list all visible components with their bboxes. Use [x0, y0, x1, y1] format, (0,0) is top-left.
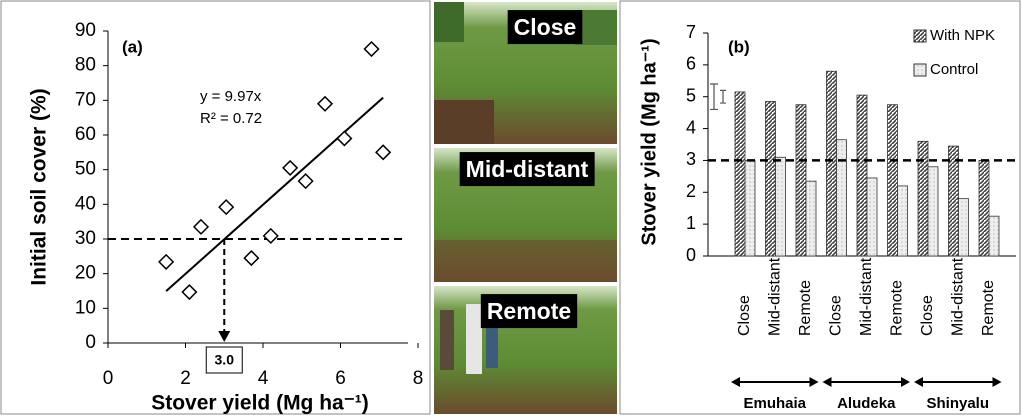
photo-label-box [459, 152, 595, 187]
legend-swatch [913, 63, 927, 77]
bar [866, 177, 878, 257]
point [158, 253, 175, 270]
arrow-head [731, 377, 819, 387]
x-tick-label: Mid-distant [950, 257, 967, 336]
y-tick-label: 50 [75, 159, 96, 180]
y-axis-title: Stover yield (Mg ha⁻¹) [638, 38, 660, 245]
photo-label: Remote [487, 298, 571, 324]
y-tick-label: 80 [75, 55, 96, 76]
trend-line [165, 96, 384, 292]
y-tick-label: 0 [85, 332, 96, 353]
x-tick-label: Close [828, 295, 845, 336]
point [375, 144, 392, 161]
point [243, 250, 260, 267]
point [218, 199, 235, 216]
y-tick-label: 90 [75, 20, 96, 41]
x-tick-label: 8 [413, 368, 424, 389]
y-tick-label: 3 [686, 149, 696, 169]
point [262, 227, 279, 244]
bar [765, 101, 776, 257]
bar [887, 104, 898, 257]
y-tick-label: 1 [686, 213, 696, 233]
x-tick-label: Remote [797, 280, 814, 336]
x-tick-label: Close [919, 295, 936, 336]
y-tick-label: 40 [75, 193, 96, 214]
bar [734, 91, 746, 257]
bar [978, 160, 990, 257]
bar [917, 140, 929, 257]
error-bar [720, 89, 726, 104]
annotation: R² = 0.72 [200, 110, 262, 127]
error-bar [710, 83, 718, 111]
y-tick-label: 10 [75, 297, 96, 318]
y-tick-label: 7 [686, 22, 696, 42]
point [181, 283, 198, 301]
photo-1 [434, 2, 617, 144]
panel-label: (b) [728, 37, 750, 56]
point [316, 95, 334, 112]
y-tick-label: 60 [75, 124, 96, 145]
x-tick-label: Close [736, 295, 753, 336]
x-tick-label: 4 [258, 368, 269, 389]
x-tick-label: 0 [103, 368, 114, 389]
y-tick-label: 0 [686, 245, 696, 265]
group-label: Aludeka [837, 395, 896, 412]
legend-swatch [913, 29, 927, 43]
bar [795, 104, 807, 257]
y-tick-label: 6 [686, 54, 696, 74]
arrow-head [822, 377, 910, 387]
bar [805, 180, 817, 257]
panel-label: (a) [122, 37, 143, 56]
bar [988, 215, 1000, 257]
photo-label-box [507, 10, 583, 45]
bar [958, 198, 969, 257]
point [297, 173, 314, 190]
group-label: Shinyalu [926, 395, 989, 412]
x-tick-label: Remote [980, 280, 997, 336]
photo-label: Mid-distant [466, 156, 589, 182]
legend-label: Control [930, 61, 978, 78]
arrow-head [218, 331, 231, 342]
photo-label: Close [514, 14, 577, 40]
x-axis-title: Stover yield (Mg ha⁻¹) [151, 392, 369, 415]
legend-label: With NPK [930, 27, 995, 44]
y-tick-label: 20 [75, 263, 96, 284]
y-tick-label: 2 [686, 181, 696, 201]
bar [826, 70, 837, 257]
photo-label-box [480, 294, 578, 329]
bar [856, 94, 868, 257]
x-tick-label: Mid-distant [767, 257, 784, 336]
bar [948, 145, 959, 257]
y-tick-label: 30 [75, 228, 96, 249]
point [363, 40, 380, 58]
arrow-head [914, 377, 1002, 387]
bar [897, 185, 908, 257]
annotation: y = 9.97x [200, 88, 262, 105]
y-tick-label: 5 [686, 85, 696, 105]
y-tick-label: 70 [75, 89, 96, 110]
y-axis-title: Initial soil cover (%) [28, 88, 51, 285]
point [336, 130, 353, 147]
bar [927, 166, 939, 257]
y-tick-label: 4 [686, 117, 696, 137]
panel-b-frame [619, 0, 1021, 415]
point [282, 159, 299, 176]
reference-label: 3.0 [215, 352, 235, 368]
reference-box [205, 346, 243, 374]
bar [836, 139, 847, 257]
x-tick-label: Remote [889, 280, 906, 336]
x-tick-label: 2 [180, 368, 191, 389]
bar [744, 160, 756, 257]
group-label: Emuhaia [743, 395, 806, 412]
x-tick-label: 6 [335, 368, 346, 389]
panel-a-frame [0, 0, 431, 415]
point [192, 218, 210, 235]
bar [775, 156, 786, 257]
x-tick-label: Mid-distant [858, 257, 875, 336]
